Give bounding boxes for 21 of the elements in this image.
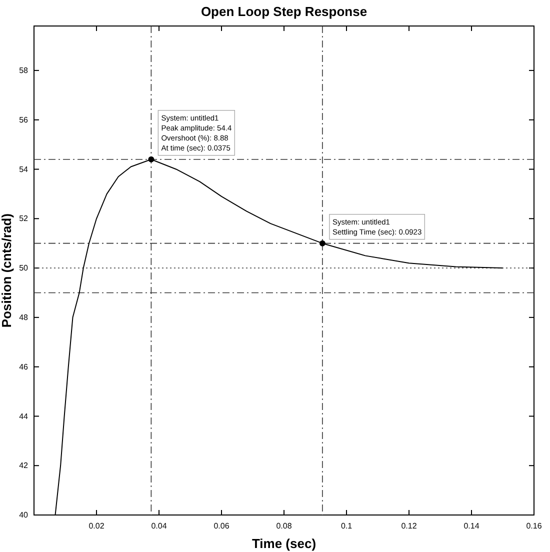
y-tick-label: 58 [19, 66, 29, 76]
x-tick-label: 0.16 [526, 522, 542, 531]
y-tick-label: 48 [19, 312, 29, 322]
y-tick-label: 52 [19, 214, 29, 224]
x-axis-title: Time (sec) [252, 536, 316, 551]
y-tick-label: 44 [19, 412, 29, 421]
x-tick-label: 0.14 [464, 522, 480, 531]
y-tick-label: 50 [19, 264, 29, 273]
x-tick-label: 0.1 [340, 522, 353, 531]
x-tick-label: 0.06 [214, 522, 230, 531]
y-tick-label: 46 [19, 362, 29, 372]
y-tick-label: 56 [19, 115, 29, 124]
x-tick-label: 0.02 [88, 522, 105, 531]
x-tick-label: 0.08 [276, 522, 292, 531]
y-tick-label: 54 [19, 164, 29, 174]
chart-title: Open Loop Step Response [200, 4, 368, 19]
x-tick-label: 0.04 [151, 522, 168, 531]
y-tick-label: 40 [19, 510, 29, 520]
x-tick-label: 0.12 [401, 522, 418, 531]
y-axis-title: Position (cnts/rad) [0, 213, 14, 328]
y-tick-label: 42 [19, 461, 29, 470]
